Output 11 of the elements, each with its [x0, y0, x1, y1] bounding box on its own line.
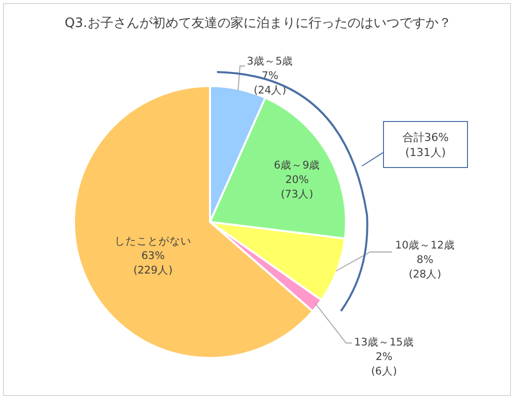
- data-label: 2% (6人): [371, 351, 397, 378]
- slice-label: 6歳～9歳: [274, 158, 320, 172]
- data-label: 20% (73人): [280, 174, 314, 201]
- chart-title: Q3.お子さんが初めて友達の家に泊まりに行ったのはいつですか？: [64, 15, 452, 32]
- text: 合計36% (131人): [383, 121, 468, 168]
- slice-label: 13歳～15歳: [354, 336, 414, 349]
- data-label: 63% (229人): [133, 250, 173, 277]
- slice-label: 3歳～5歳: [246, 54, 294, 68]
- data-label: 8% (28人): [408, 254, 442, 281]
- slice-label: したことがない: [114, 236, 192, 248]
- slice-label: 10歳～12歳: [395, 238, 455, 252]
